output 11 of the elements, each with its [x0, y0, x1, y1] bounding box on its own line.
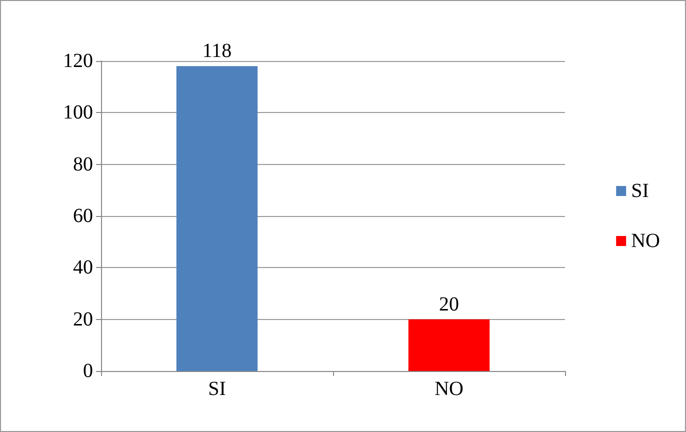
legend-label: NO: [631, 230, 660, 252]
y-tick-label: 100: [63, 102, 93, 124]
data-label: 20: [439, 293, 459, 316]
y-tick-label: 120: [63, 50, 93, 72]
y-tick-label: 60: [73, 205, 93, 227]
y-tick-label: 0: [83, 360, 93, 382]
legend-label: SI: [631, 180, 649, 202]
y-tick-label: 40: [73, 256, 93, 279]
y-tick-label: 20: [73, 308, 93, 330]
y-tick-label: 80: [73, 153, 93, 176]
data-label: 118: [202, 40, 232, 62]
